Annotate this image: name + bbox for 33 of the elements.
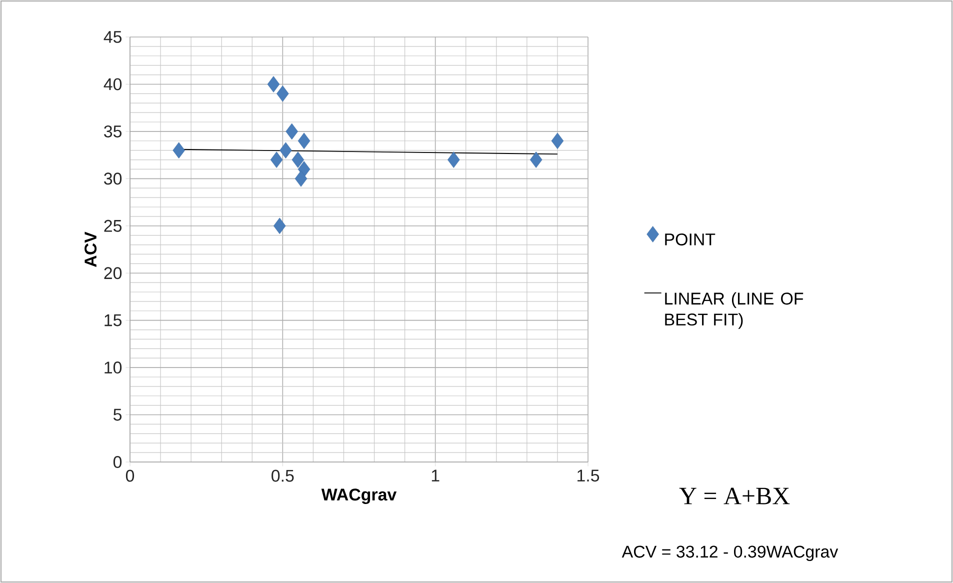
x-tick-label: 1.5	[578, 470, 600, 482]
y-tick-label: 45	[104, 31, 122, 43]
x-tick-label: 1	[432, 470, 440, 482]
y-tick-label: 0	[113, 456, 122, 468]
text: Y = A+BX	[679, 488, 790, 504]
y-tick-label: 35	[104, 125, 122, 138]
point	[280, 142, 292, 158]
text: ACV = 33.12 - 0.39WACgrav	[622, 546, 838, 562]
point	[292, 152, 304, 168]
y-tick-label: 40	[104, 78, 122, 90]
point	[298, 132, 310, 150]
y-tick-label: 25	[104, 220, 122, 232]
point	[294, 170, 308, 187]
point	[273, 218, 286, 234]
legend-label: POINT	[665, 233, 716, 246]
point	[172, 142, 186, 158]
y-tick-label: 15	[104, 314, 122, 326]
x-axis-title: WACgrav	[321, 488, 397, 504]
point	[270, 152, 283, 168]
point	[276, 86, 289, 102]
point	[530, 152, 542, 168]
y-axis-title: ACV	[84, 232, 97, 267]
point	[448, 152, 460, 168]
x-tick-label: 0	[126, 470, 134, 482]
point	[551, 132, 564, 150]
x-tick-label: 0.5	[272, 470, 294, 482]
point	[267, 76, 280, 92]
y-tick-label: 30	[104, 172, 122, 185]
point	[286, 123, 298, 140]
legend-label: LINEAR (LINE OF BEST FIT)	[665, 292, 804, 329]
y-tick-label: 5	[113, 408, 122, 421]
y-tick-label: 10	[104, 362, 122, 374]
y-tick-label: 20	[104, 267, 122, 280]
